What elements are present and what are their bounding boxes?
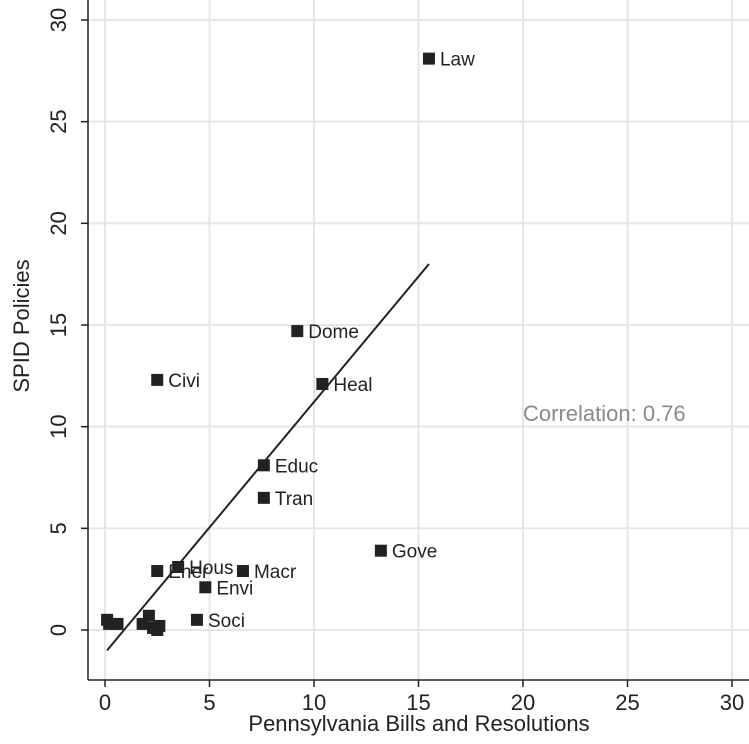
data-point [111,617,124,630]
y-tick-label: 30 [46,8,71,32]
data-point [190,613,203,626]
x-axis-title: Pennsylvania Bills and Resolutions [248,711,589,736]
y-tick-label: 20 [46,211,71,235]
data-point [153,619,166,632]
data-point [291,325,304,338]
y-tick-label: 15 [46,313,71,337]
x-tick-label: 0 [99,690,111,715]
fit-line [106,263,430,651]
y-tick-label: 5 [46,522,71,534]
y-tick-label: 0 [46,624,71,636]
grid [88,0,749,680]
y-tick-label: 25 [46,109,71,133]
x-tick-label: 5 [203,690,215,715]
x-tick-label: 20 [511,690,535,715]
data-point [151,565,164,578]
point-label: Macr [254,562,297,583]
y-tick-label: 10 [46,414,71,438]
data-point [151,373,164,386]
point-label: Law [440,50,475,71]
data-point [172,560,185,573]
point-label: Ener [168,562,209,583]
data-point [236,565,249,578]
x-tick-label: 30 [720,690,744,715]
data-point [316,377,329,390]
x-tick-label: 15 [406,690,430,715]
point-label: Hous [189,558,233,579]
data-point [142,609,155,622]
axes: 0 5 10 15 20 25 30 0 5 10 15 20 25 30 [46,0,749,715]
point-label: Civi [168,371,200,392]
point-label: Dome [308,322,359,343]
fit-line-group [106,263,430,651]
x-tick-label: 25 [615,690,639,715]
data-points [101,52,435,636]
data-point [422,52,435,65]
x-tick-label: 10 [302,690,326,715]
point-label: Gove [392,542,437,563]
data-point [257,459,270,472]
point-label: Tran [275,489,313,510]
y-axis-title: SPID Policies [9,259,34,392]
correlation-annotation: Correlation: 0.76 [523,401,686,426]
point-label: Envi [216,578,253,599]
data-point [257,491,270,504]
point-label: Soci [208,611,245,632]
point-label: Educ [275,456,318,477]
point-label: Heal [333,375,372,396]
data-point [374,544,387,557]
data-point [199,581,212,594]
